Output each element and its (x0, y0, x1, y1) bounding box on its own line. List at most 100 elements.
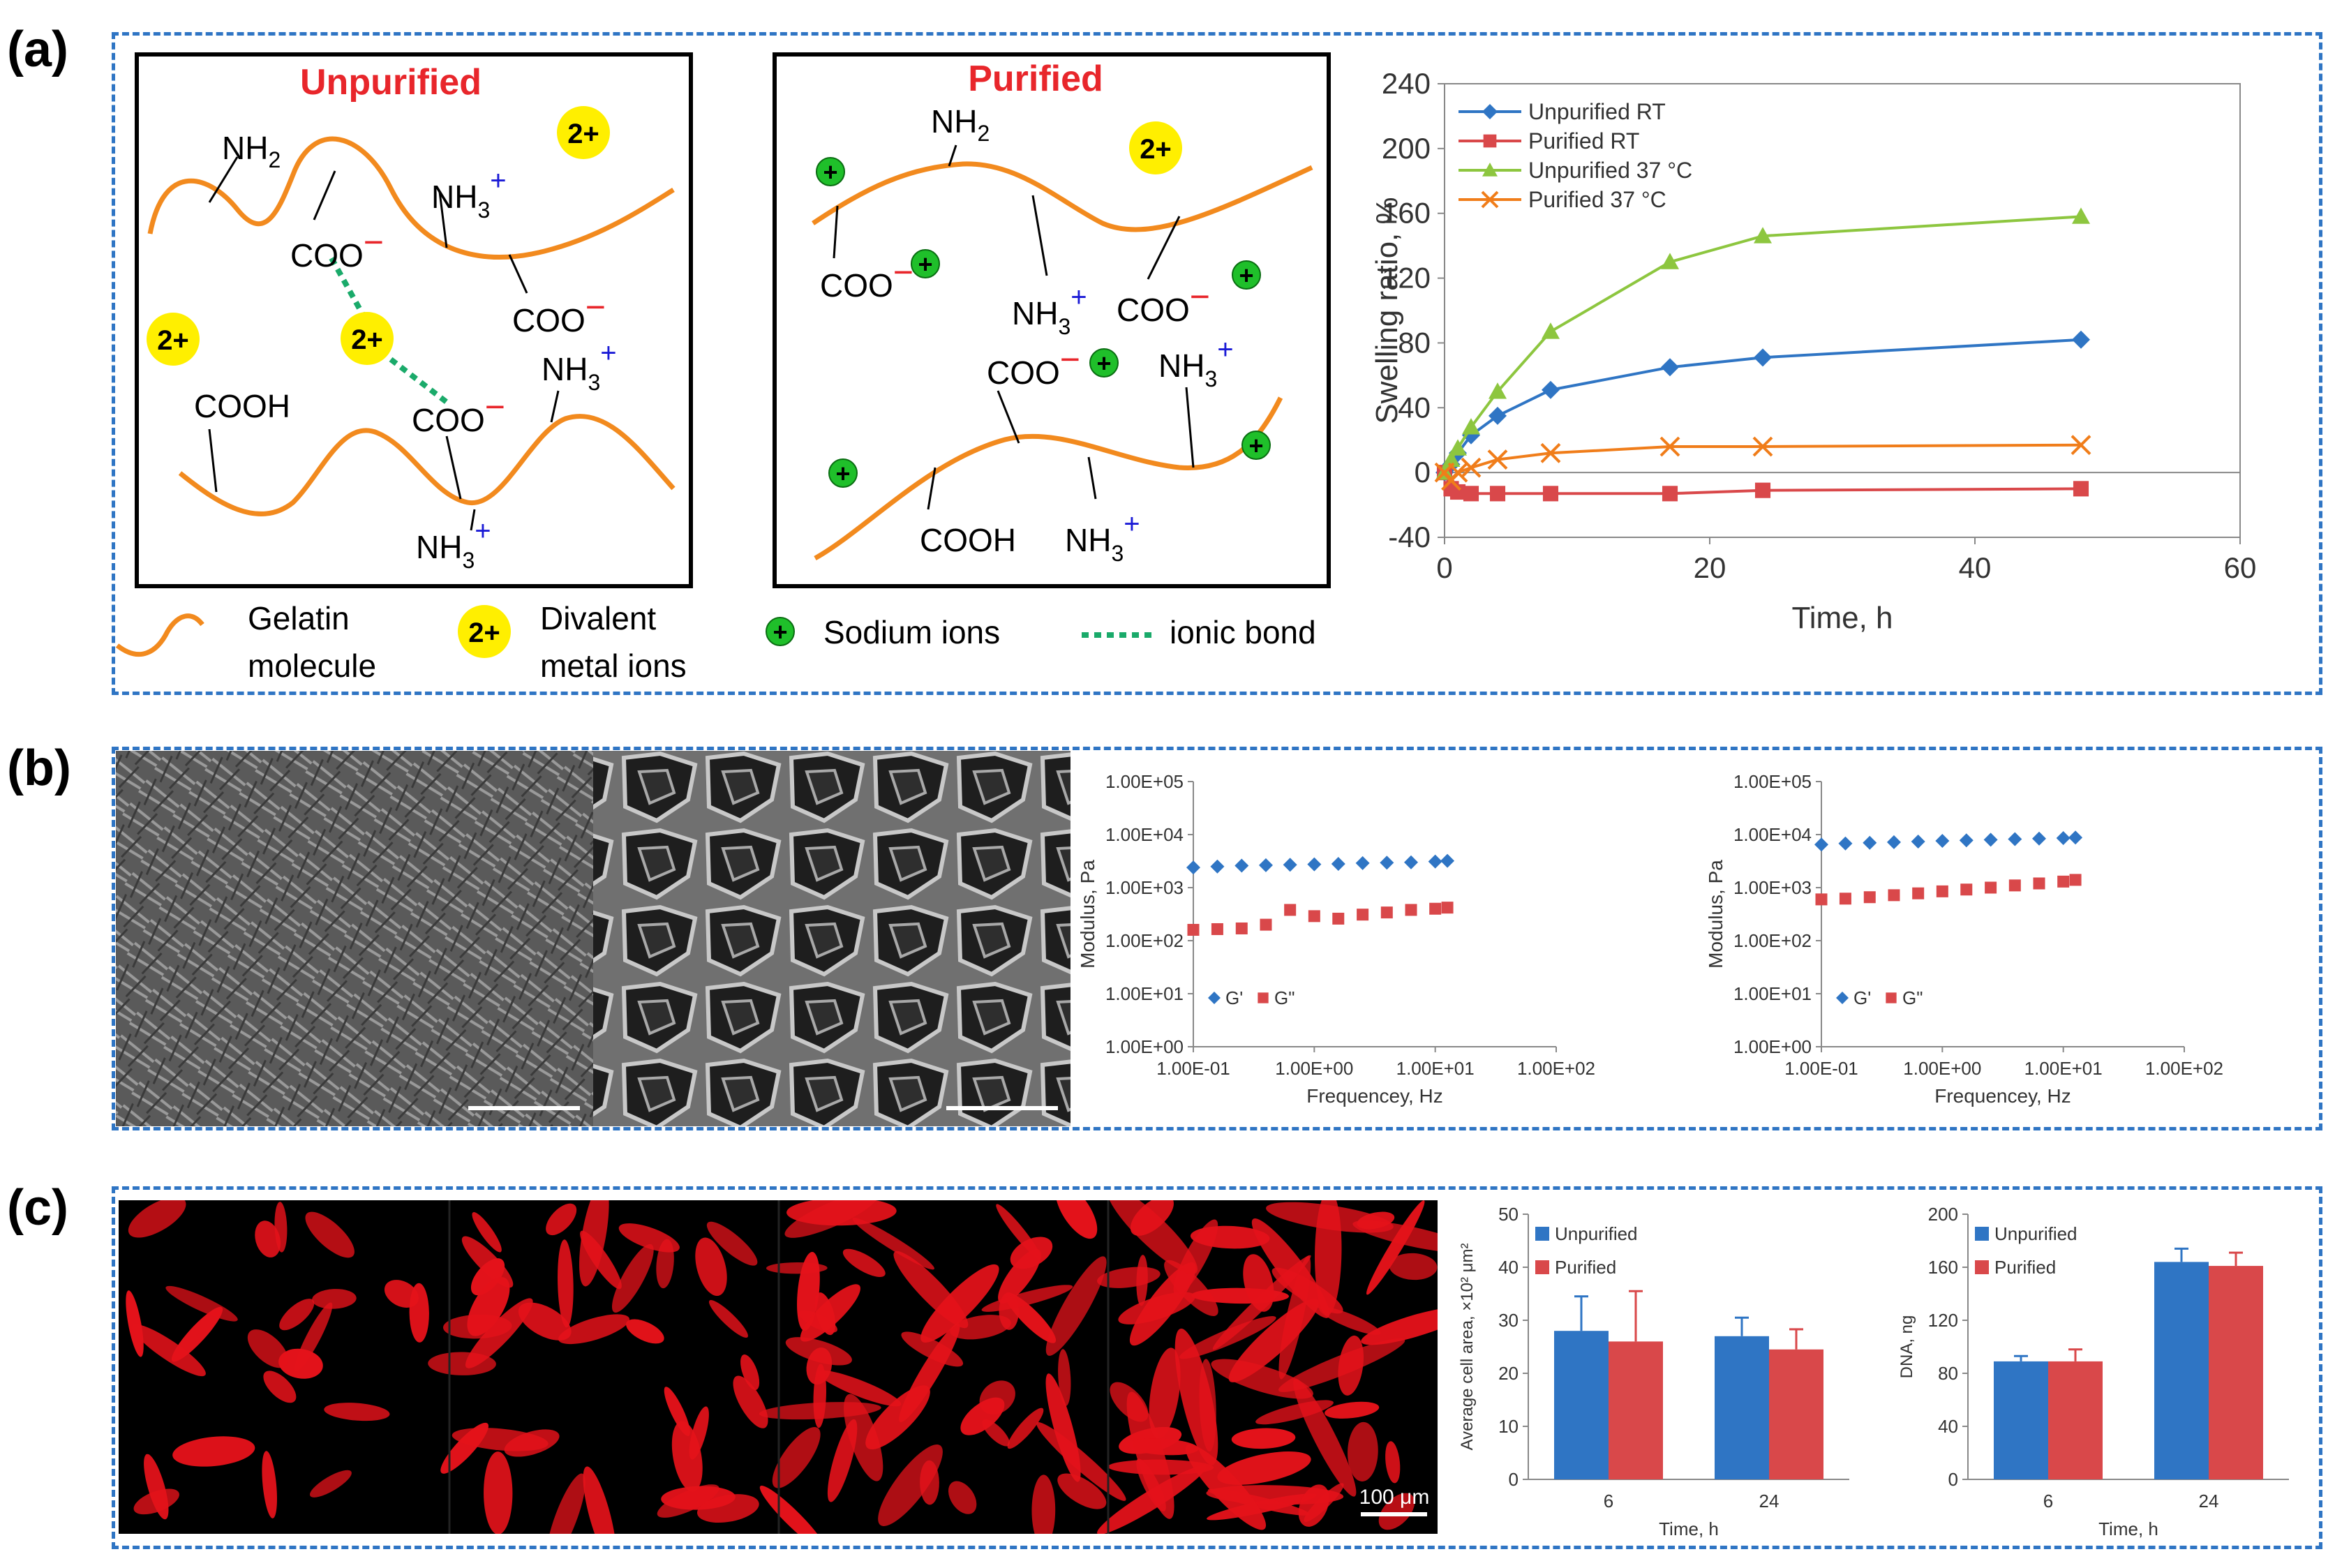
x-tick-label: 40 (1959, 551, 1992, 584)
cell (1366, 1200, 1425, 1295)
data-point (1487, 449, 1508, 470)
cell (484, 1451, 513, 1534)
fluorescence-micrographs: 100 μm (119, 1200, 1438, 1534)
cell (165, 1285, 238, 1322)
data-point (1442, 450, 1461, 467)
cell-area-chart: 50 40 30 20 10 0 6 24 Time, h Average cell area, … (1458, 1204, 1849, 1539)
cell (294, 1302, 333, 1372)
legend-label: Unpurified 37 °C (1528, 158, 1692, 183)
y-tick-label: 1.00E+02 (1733, 930, 1812, 951)
svg-text:2+: 2+ (157, 325, 189, 356)
bar (2048, 1361, 2103, 1479)
data-point (1936, 885, 1948, 897)
cell (1190, 1225, 1270, 1249)
y-tick-label: 120 (1382, 262, 1431, 294)
legend-label: Purified RT (1528, 128, 1639, 154)
cell (1045, 1256, 1107, 1356)
data-point (1429, 902, 1442, 915)
y-tick-label: 40 (1498, 1257, 1519, 1278)
data-point (2071, 435, 2091, 456)
svg-text:NH3+: NH3+ (1158, 334, 1234, 391)
cell (878, 1444, 943, 1526)
cell (656, 1239, 674, 1289)
panel-a-box (112, 32, 2322, 695)
cell (1325, 1401, 1380, 1419)
unpurified-box (135, 52, 693, 588)
cell (518, 1302, 572, 1341)
bar (1554, 1331, 1609, 1479)
cell (262, 1451, 277, 1518)
data-point (1428, 854, 1442, 869)
series-1: Purified RT (1436, 128, 2089, 502)
legend-label: Unpurified RT (1528, 99, 1666, 124)
x-tick-label: 1.00E+02 (1517, 1058, 1595, 1079)
bar (2154, 1262, 2209, 1479)
data-point (1404, 855, 1419, 869)
cell (1348, 1421, 1378, 1481)
data-point (1441, 902, 1454, 914)
panel-c-box (112, 1186, 2322, 1549)
y-tick-label: 1.00E+04 (1105, 824, 1184, 845)
data-point (1380, 906, 1393, 919)
divalent-ion: 2+ (1129, 121, 1182, 174)
data-point (2056, 830, 2071, 845)
svg-text:NH2: NH2 (222, 130, 281, 172)
cell (546, 1203, 577, 1236)
data-point (2008, 879, 2021, 892)
cell (852, 1217, 934, 1270)
x-axis-label: Time, h (2098, 1518, 2158, 1539)
data-point (2072, 330, 2090, 349)
cell (1031, 1474, 1056, 1534)
x-tick-label: 1.00E+01 (1396, 1058, 1475, 1079)
cell (1107, 1200, 1198, 1274)
y-tick-label: 0 (1948, 1469, 1958, 1490)
svg-text:+: + (773, 618, 787, 646)
y-axis-label: Average cell area, ×10² μm² (1458, 1244, 1477, 1451)
bar (2209, 1266, 2263, 1479)
data-point (1935, 834, 1950, 849)
cell (131, 1324, 206, 1377)
panel-b-box (112, 747, 2322, 1130)
cell (1357, 1211, 1395, 1230)
cell (472, 1212, 502, 1253)
svg-text:metal ions: metal ions (540, 648, 687, 684)
cell (310, 1470, 352, 1498)
y-tick-label: 1.00E+03 (1733, 877, 1812, 898)
svg-text:NH3+: NH3+ (542, 338, 617, 395)
y-tick-label: 40 (1398, 391, 1431, 424)
unpurified-title: Unpurified (300, 62, 482, 103)
error-bar (1789, 1328, 1803, 1350)
legend-swatch (1535, 1227, 1549, 1241)
data-point (1331, 857, 1345, 872)
y-tick-label: 1.00E+00 (1105, 1036, 1184, 1057)
legend-label: G" (1902, 987, 1923, 1008)
cell (689, 1406, 709, 1460)
data-point (1489, 486, 1506, 502)
data-point (2032, 831, 2047, 846)
panel-a-letter: (a) (7, 22, 68, 77)
sem-image-unpurified (116, 751, 593, 1126)
svg-text:COOH: COOH (194, 388, 290, 424)
error-bar (2174, 1247, 2188, 1262)
sem-image-purified (593, 751, 1070, 1126)
svg-text:+: + (918, 250, 932, 278)
cell (128, 1200, 186, 1238)
legend-marker (1483, 134, 1497, 148)
cell (696, 1494, 759, 1523)
cell (1149, 1347, 1181, 1439)
data-point (1307, 857, 1322, 872)
y-tick-label: 30 (1498, 1310, 1519, 1331)
data-point (1449, 484, 1466, 500)
y-tick-label: 160 (1382, 197, 1431, 230)
data-point (1661, 358, 1679, 377)
cell (465, 1298, 533, 1368)
data-point (1839, 893, 1851, 905)
cell (546, 1473, 585, 1534)
legend-swatch (1975, 1227, 1989, 1241)
y-tick-label: 1.00E+04 (1733, 824, 1812, 845)
x-tick-label: 60 (2224, 551, 2257, 584)
sodium-ion: + (1241, 431, 1271, 460)
cell (263, 1371, 297, 1403)
svg-text:+: + (1248, 431, 1263, 460)
data-point (1440, 853, 1455, 868)
